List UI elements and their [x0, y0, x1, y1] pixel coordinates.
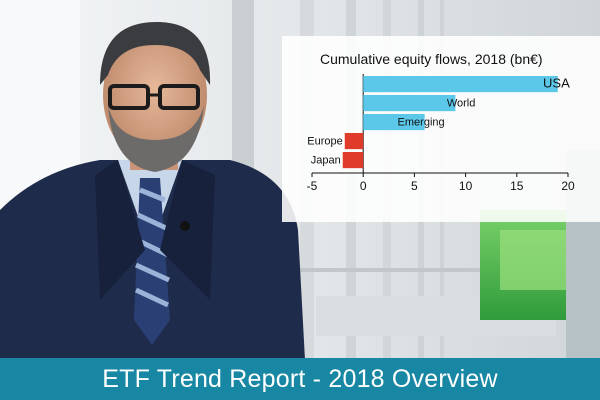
bar-chart: Cumulative equity flows, 2018 (bn€) USA W…	[282, 36, 600, 222]
x-tick-label: 0	[360, 179, 367, 193]
label-emerging: Emerging	[398, 117, 445, 129]
chart-overlay: Cumulative equity flows, 2018 (bn€) USA W…	[282, 36, 600, 222]
label-usa: USA	[543, 76, 570, 91]
x-tick-label: 20	[561, 179, 575, 193]
bar-japan	[342, 152, 364, 169]
caption-bar: ETF Trend Report - 2018 Overview	[0, 358, 600, 400]
chart-title: Cumulative equity flows, 2018 (bn€)	[320, 51, 543, 67]
bar-europe	[344, 133, 364, 150]
label-japan: Japan	[311, 155, 341, 167]
bar-usa	[363, 76, 558, 93]
x-tick-label: 5	[411, 179, 418, 193]
label-world: World	[447, 98, 476, 110]
chart-panel	[282, 36, 600, 222]
x-tick-label: 10	[459, 179, 473, 193]
caption-title: ETF Trend Report - 2018 Overview	[102, 364, 498, 393]
label-europe: Europe	[307, 136, 342, 148]
bar-world	[363, 95, 456, 112]
x-tick-label: 15	[510, 179, 524, 193]
x-ticks: -5 0 5 10 15 20	[307, 173, 575, 193]
bars-group	[342, 76, 558, 169]
bar-emerging	[363, 114, 425, 131]
x-tick-label: -5	[307, 179, 318, 193]
